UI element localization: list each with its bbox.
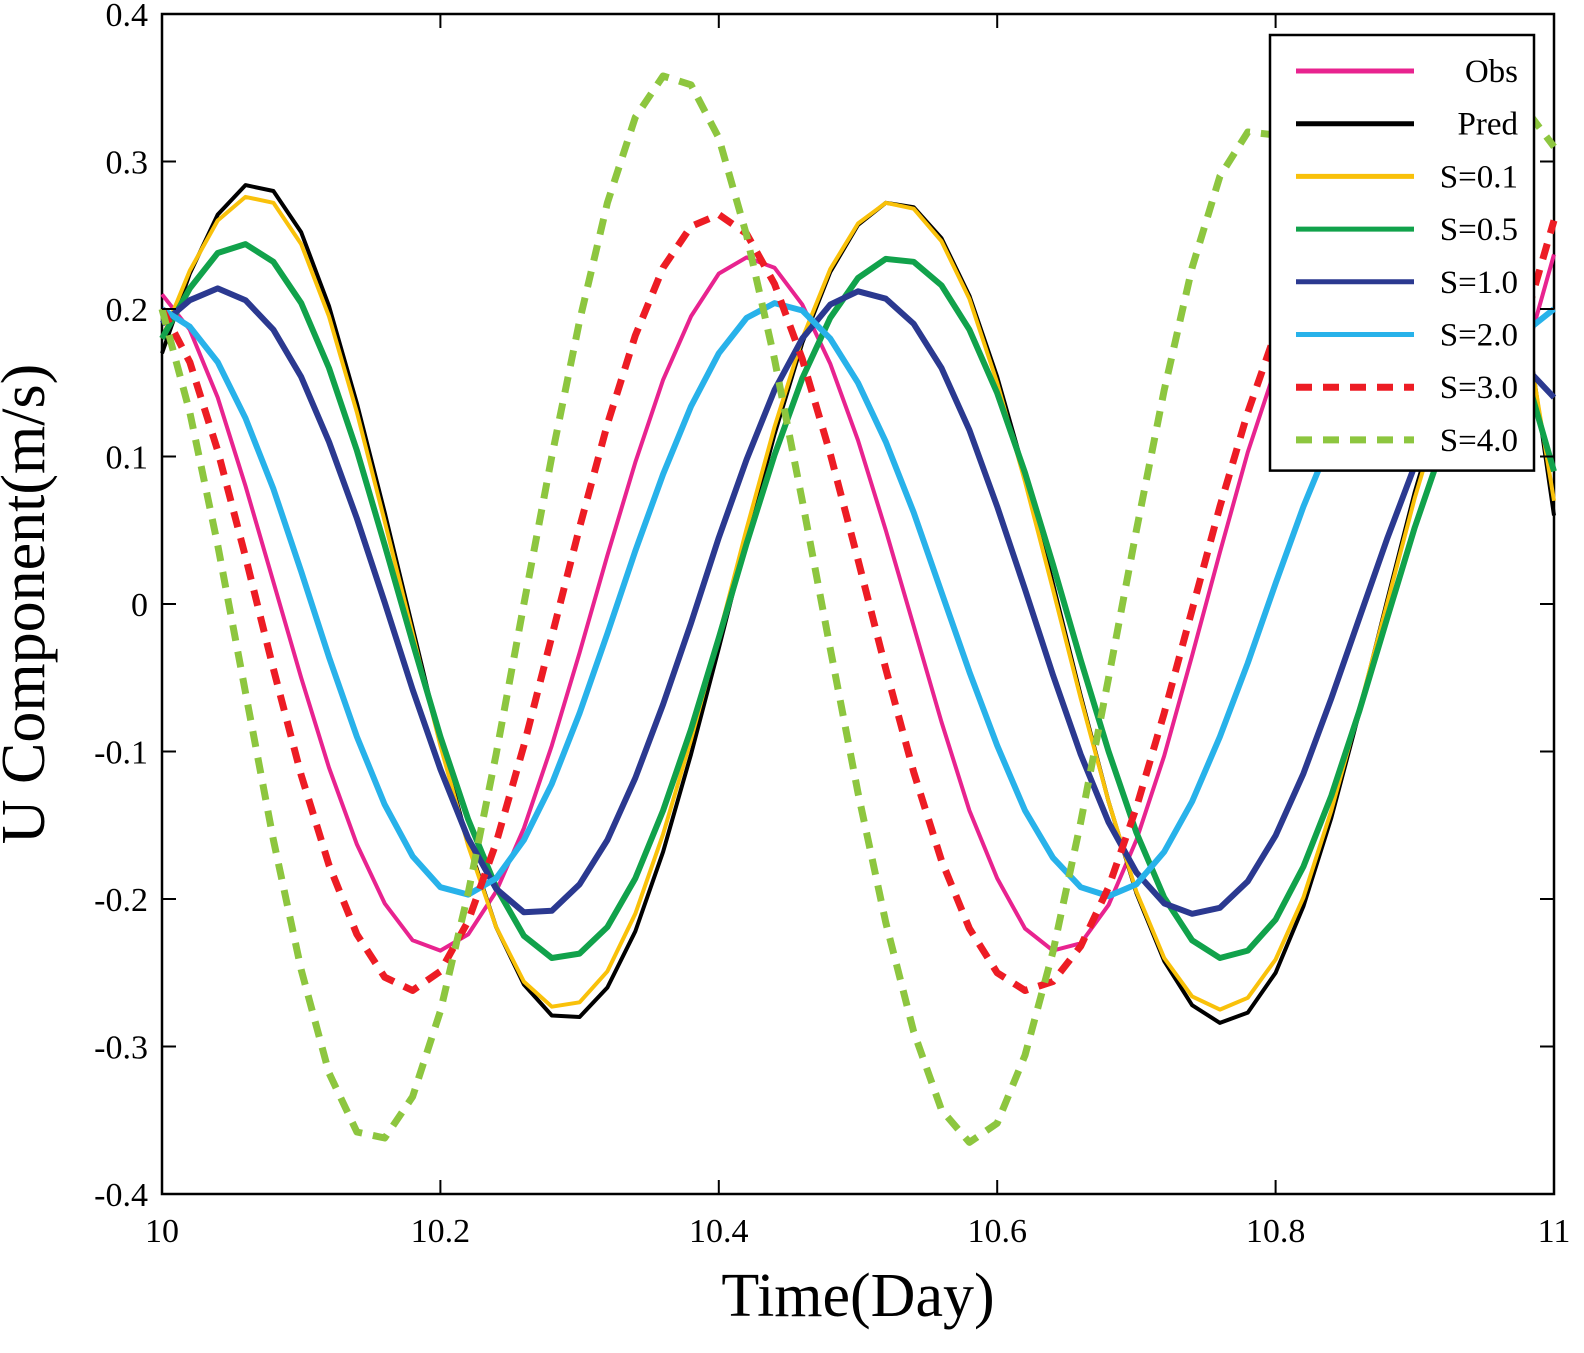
x-tick-label: 10.8 bbox=[1246, 1213, 1306, 1250]
y-tick-label: 0.1 bbox=[106, 440, 149, 477]
legend-label: S=4.0 bbox=[1440, 423, 1518, 459]
y-tick-label: 0.3 bbox=[106, 145, 149, 182]
y-tick-label: -0.4 bbox=[94, 1177, 148, 1214]
legend-label: S=0.5 bbox=[1440, 212, 1518, 248]
legend-label: S=0.1 bbox=[1440, 159, 1518, 195]
legend-box bbox=[1268, 33, 1536, 472]
x-tick-label: 11 bbox=[1538, 1213, 1571, 1250]
legend-label: Pred bbox=[1458, 107, 1519, 143]
series-line-s-0-1 bbox=[160, 194, 1556, 1012]
x-tick-label: 10.6 bbox=[967, 1213, 1027, 1250]
y-tick-label: -0.3 bbox=[94, 1030, 148, 1067]
legend-label: S=1.0 bbox=[1440, 265, 1518, 301]
x-axis-title: Time(Day) bbox=[721, 1262, 994, 1330]
y-axis-title: U Component(m/s) bbox=[0, 364, 58, 844]
legend-label: S=2.0 bbox=[1440, 318, 1518, 354]
series-line-s-1-0 bbox=[160, 285, 1557, 917]
x-axis: 10 10.2 10.4 10.6 10.8 11 bbox=[145, 14, 1570, 1250]
y-tick-label: -0.1 bbox=[94, 735, 148, 772]
x-tick-label: 10.4 bbox=[689, 1213, 749, 1250]
y-tick-label: 0 bbox=[131, 587, 148, 624]
y-tick-label: 0.2 bbox=[106, 292, 149, 329]
y-tick-label: -0.2 bbox=[94, 882, 148, 919]
legend-label: Obs bbox=[1465, 54, 1518, 90]
legend: Obs Pred S=0.1 S=0.5 S=1.0 S=2.0 S=3.0 S=4.0 bbox=[1268, 33, 1536, 472]
x-tick-label: 10 bbox=[145, 1213, 179, 1250]
y-axis: 0.4 0.3 0.2 0.1 0 -0.1 -0.2 -0.3 -0.4 bbox=[94, 0, 1554, 1214]
y-tick-label: 0.4 bbox=[106, 0, 149, 34]
x-tick-label: 10.2 bbox=[411, 1213, 471, 1250]
legend-label: S=3.0 bbox=[1440, 370, 1518, 406]
series-line-s-0-5 bbox=[159, 241, 1557, 961]
